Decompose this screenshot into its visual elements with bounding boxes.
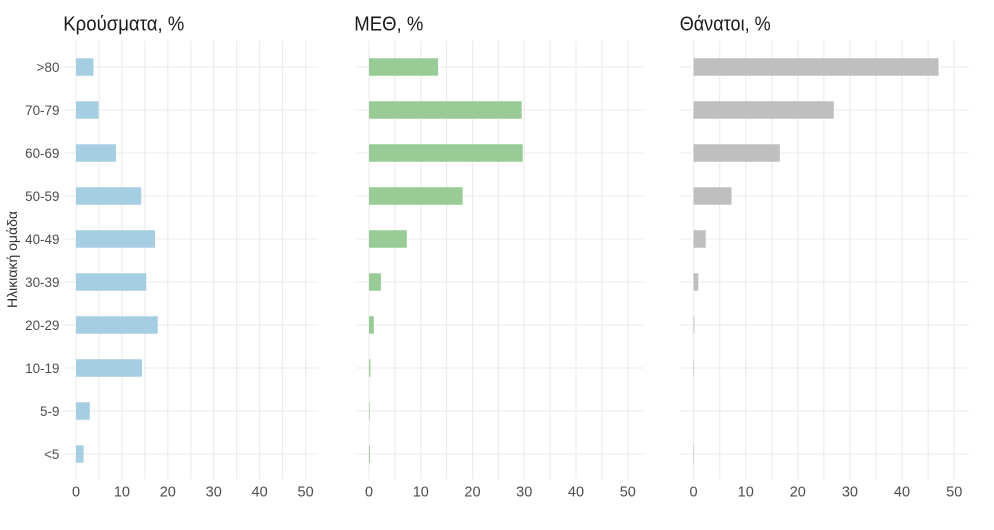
svg-text:50: 50: [620, 485, 636, 501]
svg-text:10-19: 10-19: [25, 361, 59, 376]
svg-text:10: 10: [413, 485, 429, 501]
svg-text:10: 10: [738, 485, 754, 501]
svg-text:30: 30: [516, 485, 532, 501]
svg-text:40-49: 40-49: [25, 232, 59, 247]
svg-text:30: 30: [842, 485, 858, 501]
svg-text:40: 40: [894, 485, 910, 501]
svg-text:20-29: 20-29: [25, 318, 59, 333]
svg-text:50: 50: [946, 485, 962, 501]
svg-text:40: 40: [568, 485, 584, 501]
svg-text:50: 50: [298, 485, 314, 501]
svg-text:20: 20: [790, 485, 806, 501]
svg-text:60-69: 60-69: [25, 146, 59, 161]
svg-text:40: 40: [252, 485, 268, 501]
svg-text:30: 30: [206, 485, 222, 501]
svg-text:20: 20: [160, 485, 176, 501]
svg-text:ΜΕΘ, %: ΜΕΘ, %: [354, 14, 423, 36]
svg-text:20: 20: [464, 485, 480, 501]
svg-text:5-9: 5-9: [40, 404, 59, 419]
svg-text:Θάνατοι, %: Θάνατοι, %: [680, 14, 771, 36]
svg-text:70-79: 70-79: [25, 103, 59, 118]
svg-text:Ηλικιακή ομάδα: Ηλικιακή ομάδα: [4, 211, 20, 308]
svg-text:<5: <5: [44, 447, 59, 462]
svg-text:0: 0: [690, 485, 698, 501]
svg-text:0: 0: [365, 485, 373, 501]
svg-text:50-59: 50-59: [25, 189, 59, 204]
svg-text:30-39: 30-39: [25, 275, 59, 290]
svg-text:10: 10: [114, 485, 130, 501]
svg-text:Κρούσματα, %: Κρούσματα, %: [63, 14, 184, 36]
svg-text:0: 0: [72, 485, 80, 501]
svg-text:>80: >80: [37, 60, 60, 75]
